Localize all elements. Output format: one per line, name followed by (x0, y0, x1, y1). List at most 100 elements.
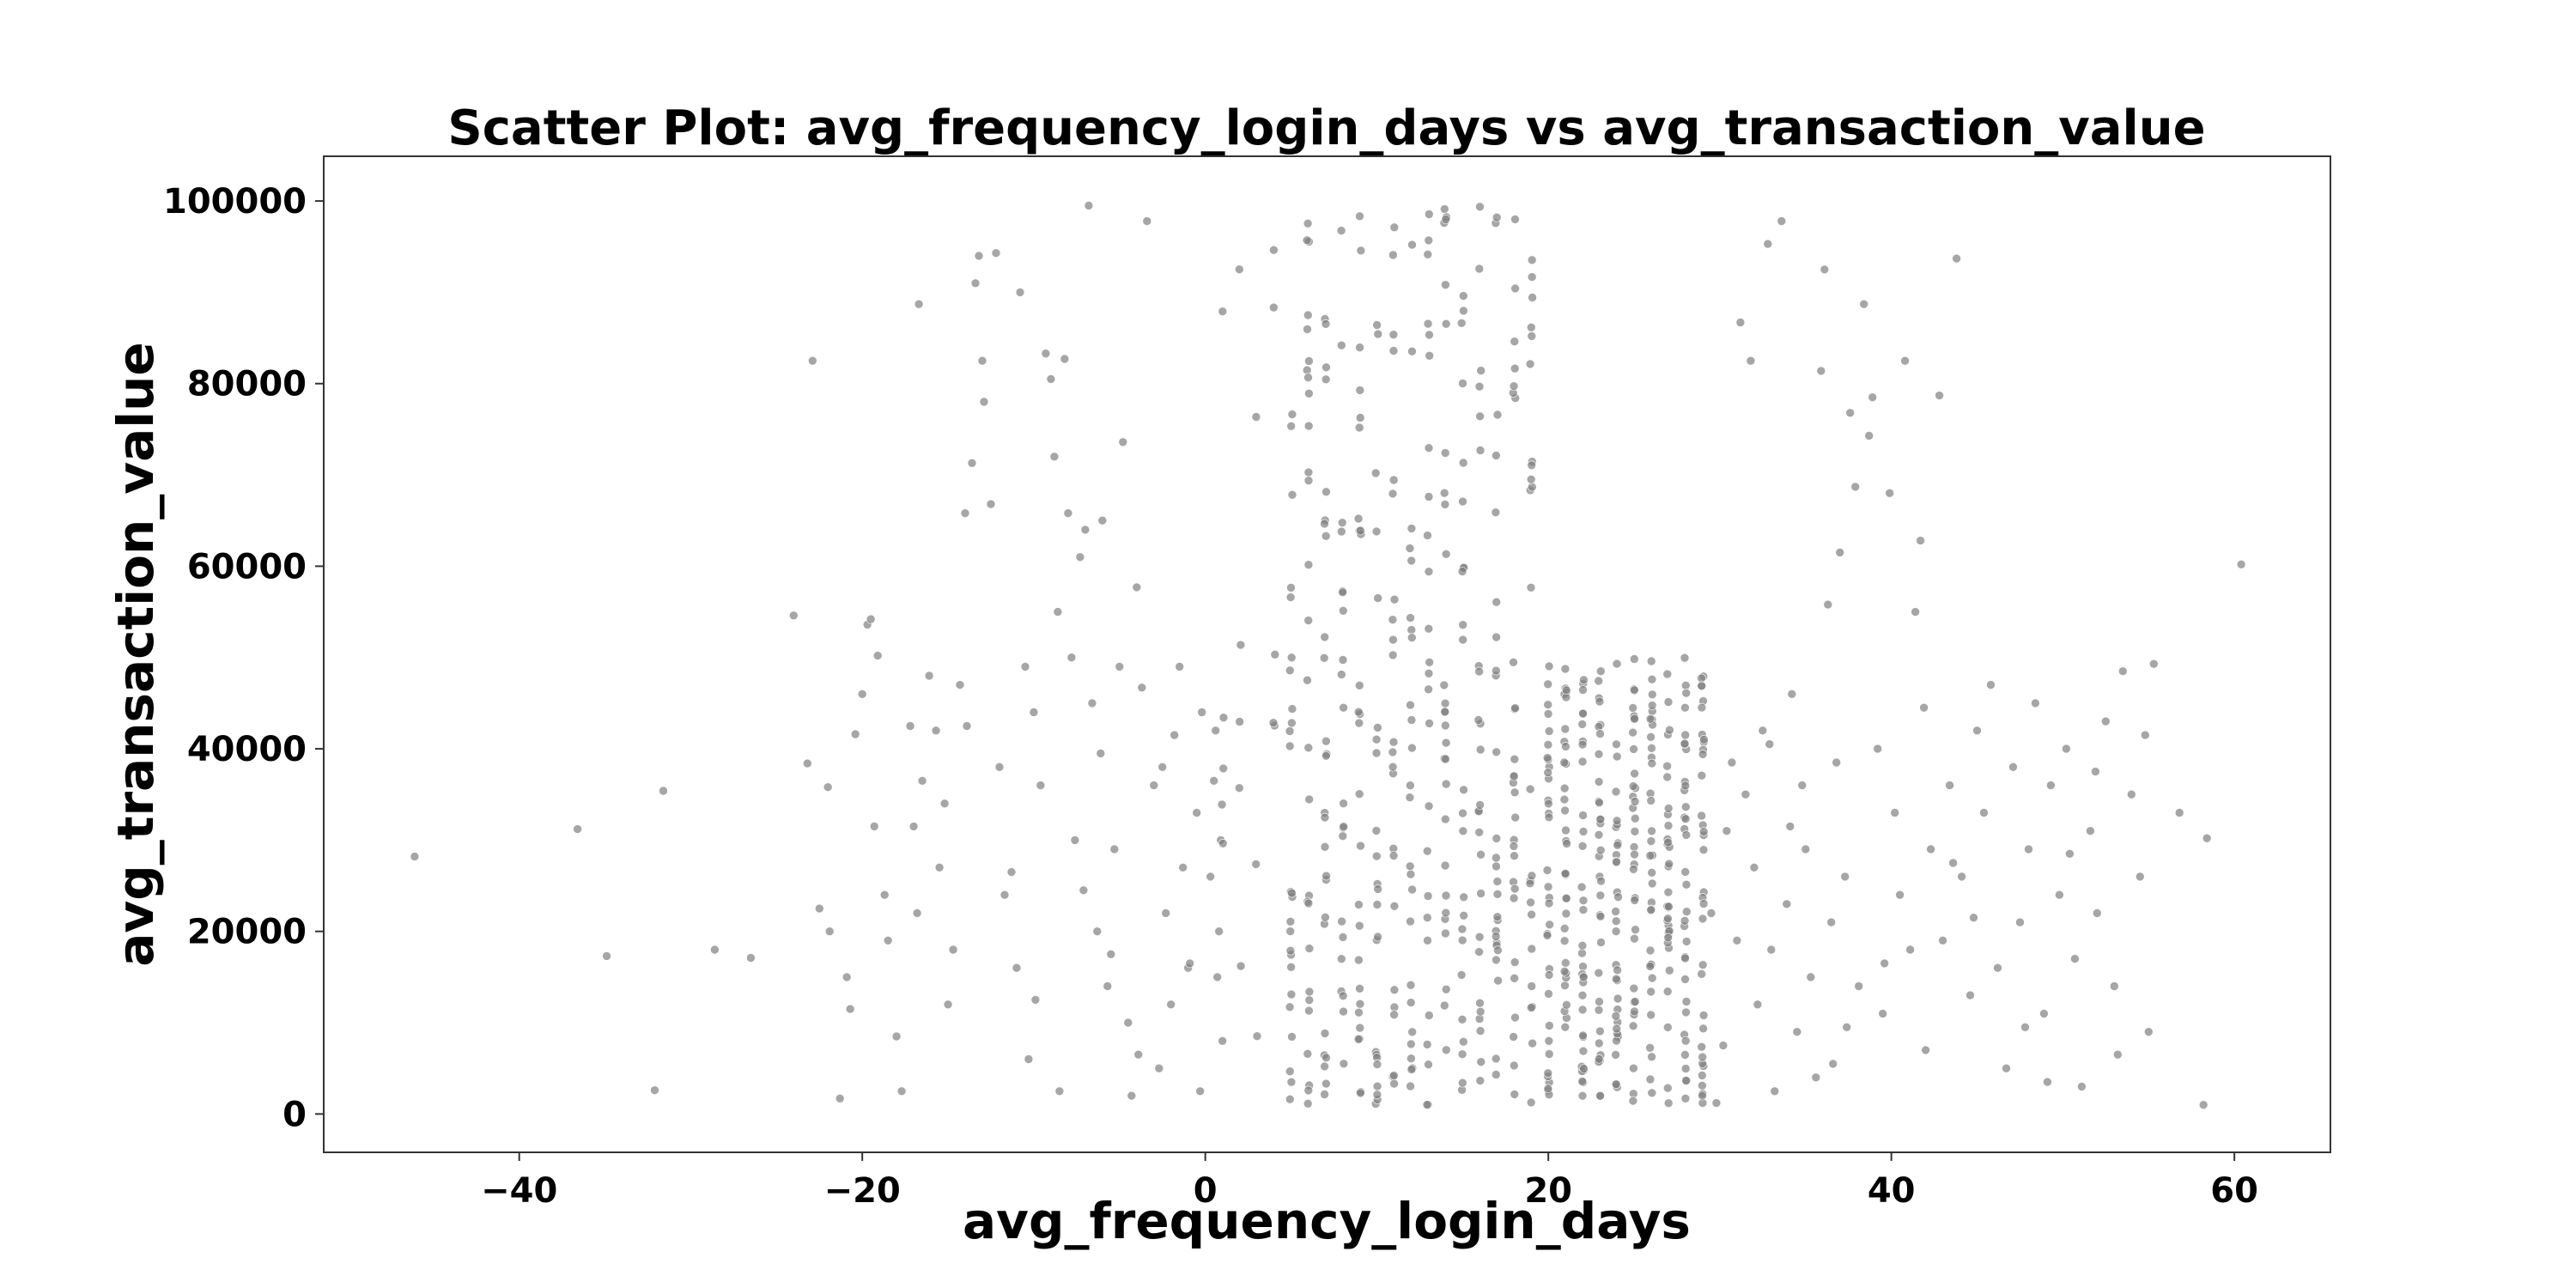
scatter-point (1698, 1071, 1707, 1080)
scatter-point (1645, 945, 1656, 956)
scatter-point (1302, 235, 1312, 246)
scatter-point (1969, 913, 1978, 922)
scatter-point (1544, 898, 1554, 908)
scatter-point (1665, 965, 1674, 975)
scatter-point (2149, 659, 2159, 669)
scatter-point (1353, 1035, 1364, 1044)
scatter-point (1442, 1045, 1451, 1055)
scatter-point (1475, 1026, 1485, 1036)
scatter-point (1012, 963, 1022, 973)
scatter-point (1492, 955, 1501, 965)
scatter-point (1211, 726, 1220, 736)
scatter-point (1647, 758, 1657, 769)
scatter-point (1509, 771, 1519, 781)
scatter-point (1491, 932, 1501, 941)
scatter-point (1178, 862, 1188, 872)
scatter-point (1423, 936, 1432, 945)
scatter-point (2065, 848, 2075, 859)
scatter-point (1493, 945, 1503, 955)
scatter-point (1699, 734, 1709, 744)
scatter-point (1595, 845, 1606, 855)
scatter-point (912, 908, 922, 918)
scatter-point (1611, 907, 1620, 916)
scatter-point (1664, 859, 1674, 869)
scatter-point (2091, 767, 2100, 776)
scatter-point (1630, 826, 1640, 836)
scatter-point (1406, 715, 1417, 725)
scatter-point (1407, 240, 1417, 250)
scatter-point (1218, 763, 1228, 774)
chart-title: Scatter Plot: avg_frequency_login_days v… (447, 100, 2205, 156)
scatter-point (1611, 787, 1621, 797)
scatter-point (1371, 526, 1382, 537)
scatter-point (1439, 680, 1449, 690)
scatter-point (1665, 725, 1674, 735)
scatter-point (1456, 970, 1467, 980)
scatter-point (1218, 713, 1229, 723)
scatter-point (1373, 593, 1382, 603)
scatter-point (1137, 683, 1147, 693)
scatter-point (1680, 916, 1690, 926)
scatter-point (1425, 350, 1434, 361)
scatter-point (1092, 927, 1103, 936)
scatter-point (841, 972, 852, 982)
scatter-point (1422, 1040, 1432, 1049)
scatter-point (1356, 841, 1365, 851)
scatter-point (1579, 675, 1589, 685)
scatter-point (1706, 908, 1716, 918)
scatter-point (1287, 410, 1297, 419)
scatter-point (1020, 662, 1030, 671)
scatter-point (1630, 654, 1639, 664)
scatter-point (1338, 655, 1348, 665)
scatter-point (1578, 811, 1588, 820)
scatter-point (1458, 826, 1468, 836)
scatter-point (2062, 744, 2071, 754)
scatter-point (1492, 1070, 1501, 1079)
scatter-point (1286, 421, 1296, 431)
scatter-point (1577, 720, 1587, 729)
scatter-point (1475, 1076, 1485, 1085)
scatter-point (1388, 762, 1398, 772)
scatter-point (1372, 1090, 1382, 1100)
scatter-point (1840, 872, 1850, 882)
scatter-point (1648, 690, 1657, 700)
scatter-point (1664, 902, 1674, 912)
scatter-point (814, 903, 824, 914)
scatter-point (1405, 793, 1415, 803)
scatter-point (1321, 531, 1331, 541)
scatter-point (999, 890, 1010, 900)
scatter-point (1698, 750, 1708, 759)
scatter-point (1711, 1098, 1722, 1108)
scatter-point (1509, 657, 1518, 667)
scatter-point (1510, 787, 1520, 798)
scatter-point (1457, 1049, 1467, 1059)
scatter-point (1321, 374, 1331, 385)
scatter-point (1628, 1021, 1638, 1031)
scatter-point (1356, 526, 1365, 536)
scatter-point (1475, 800, 1485, 810)
scatter-point (1680, 953, 1690, 963)
scatter-point (1439, 488, 1449, 498)
scatter-point (1492, 861, 1501, 872)
scatter-point (1423, 846, 1432, 856)
scatter-point (1373, 329, 1383, 339)
scatter-point (1596, 938, 1606, 947)
scatter-point (1957, 872, 1966, 882)
scatter-point (1596, 876, 1606, 886)
scatter-point (1646, 1010, 1656, 1020)
scatter-point (1697, 673, 1706, 683)
scatter-point (1527, 1003, 1536, 1012)
scatter-point (1561, 825, 1571, 835)
scatter-point (1356, 1088, 1365, 1098)
scatter-point (1680, 702, 1690, 713)
scatter-point (931, 726, 941, 736)
scatter-point (1320, 632, 1329, 642)
scatter-point (1440, 500, 1450, 509)
scatter-point (1510, 957, 1520, 967)
scatter-point (1681, 688, 1691, 698)
scatter-point (1509, 841, 1519, 851)
scatter-point (1474, 264, 1485, 274)
scatter-point (1560, 868, 1571, 878)
scatter-point (1175, 662, 1184, 671)
scatter-point (1053, 607, 1063, 617)
